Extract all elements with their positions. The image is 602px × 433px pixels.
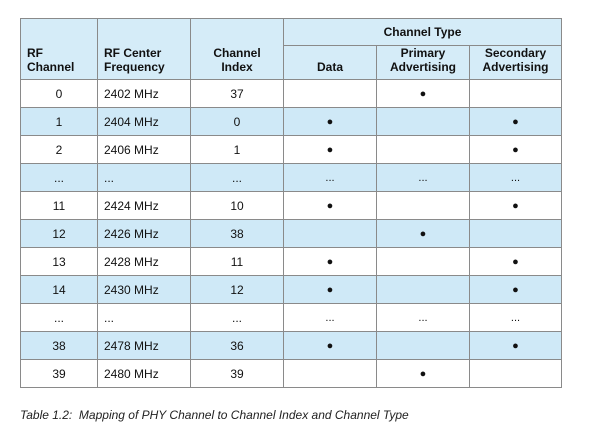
- table-cell: [376, 191, 470, 220]
- table-cell: 12: [190, 275, 284, 304]
- table-cell: 2478 MHz: [97, 331, 191, 360]
- table-cell: ...: [190, 303, 284, 332]
- table-cell: ●: [469, 247, 562, 276]
- table-cell: ...: [190, 163, 284, 192]
- table-row: 14 2430 MHz 12 ● ●: [20, 275, 562, 304]
- table-cell: 2404 MHz: [97, 107, 191, 136]
- table-wrap: RF Channel RF Center Frequency Channel Ind…: [20, 18, 562, 388]
- table-cell: 2426 MHz: [97, 219, 191, 248]
- table-cell: [283, 79, 377, 108]
- table-cell: ...: [376, 303, 470, 332]
- table-row: 2 2406 MHz 1 ● ●: [20, 135, 562, 164]
- table-cell: 39: [20, 359, 98, 388]
- table-row: 13 2428 MHz 11 ● ●: [20, 247, 562, 276]
- table-cell: 36: [190, 331, 284, 360]
- table-row: 39 2480 MHz 39 ●: [20, 359, 562, 388]
- caption: Table 1.2: Mapping of PHY Channel to Cha…: [20, 408, 409, 422]
- table-cell: [469, 359, 562, 388]
- column-header: Secondary Advertising: [469, 45, 562, 80]
- table-cell: 0: [20, 79, 98, 108]
- table-cell: 2406 MHz: [97, 135, 191, 164]
- table-cell: ●: [283, 331, 377, 360]
- table-cell: ...: [283, 163, 377, 192]
- table-cell: ...: [376, 163, 470, 192]
- table-cell: 2480 MHz: [97, 359, 191, 388]
- table-cell: 10: [190, 191, 284, 220]
- group-header: Channel Type: [283, 18, 562, 46]
- table-row: ..................: [20, 163, 562, 192]
- column-header: Channel Index: [190, 18, 284, 80]
- table-cell: ●: [469, 107, 562, 136]
- table-cell: ●: [283, 275, 377, 304]
- table-cell: ...: [469, 163, 562, 192]
- table-cell: [376, 247, 470, 276]
- table-cell: 11: [20, 191, 98, 220]
- table-cell: [469, 219, 562, 248]
- header-row: Data Primary Advertising Secondary Adverti…: [21, 45, 562, 80]
- table-cell: ...: [283, 303, 377, 332]
- column-header: RF Center Frequency: [97, 18, 191, 80]
- table-cell: 2428 MHz: [97, 247, 191, 276]
- table-cell: ●: [376, 219, 470, 248]
- table-cell: [283, 219, 377, 248]
- table-cell: ●: [469, 275, 562, 304]
- table-cell: ...: [20, 163, 98, 192]
- column-header: Data: [283, 45, 377, 80]
- table-cell: ●: [283, 191, 377, 220]
- table-cell: ●: [376, 359, 470, 388]
- table-cell: 2424 MHz: [97, 191, 191, 220]
- table-cell: 1: [190, 135, 284, 164]
- table-cell: 12: [20, 219, 98, 248]
- header-row: RF Channel RF Center Frequency Channel Ind…: [20, 18, 562, 80]
- table-cell: ●: [376, 79, 470, 108]
- table-cell: 38: [20, 331, 98, 360]
- table-row: 12 2426 MHz 38 ●: [20, 219, 562, 248]
- table-row: 1 2404 MHz 0 ● ●: [20, 107, 562, 136]
- column-header: Primary Advertising: [376, 45, 470, 80]
- table-cell: ●: [283, 107, 377, 136]
- channel-table: RF Channel RF Center Frequency Channel Ind…: [20, 18, 562, 388]
- table-cell: ...: [97, 303, 191, 332]
- table-cell: 38: [190, 219, 284, 248]
- table-cell: ●: [283, 135, 377, 164]
- table-cell: [376, 107, 470, 136]
- table-row: 0 2402 MHz 37 ●: [20, 79, 562, 108]
- table-head: RF Channel RF Center Frequency Channel Ind…: [20, 18, 562, 80]
- table-cell: 2430 MHz: [97, 275, 191, 304]
- table-row: 38 2478 MHz 36 ● ●: [20, 331, 562, 360]
- column-header: RF Channel: [20, 18, 98, 80]
- table-cell: [283, 359, 377, 388]
- table-cell: [469, 79, 562, 108]
- table-cell: 2: [20, 135, 98, 164]
- table-cell: 37: [190, 79, 284, 108]
- table-cell: ●: [469, 331, 562, 360]
- table-cell: 14: [20, 275, 98, 304]
- table-cell: 0: [190, 107, 284, 136]
- table-cell: ...: [20, 303, 98, 332]
- table-cell: ●: [469, 135, 562, 164]
- table-body: 0 2402 MHz 37 ● 1 2404 MHz 0 ● ● 2 2406 MHz 1 ● ●....…: [20, 79, 562, 388]
- table-cell: [376, 331, 470, 360]
- table-cell: 39: [190, 359, 284, 388]
- table-cell: 2402 MHz: [97, 79, 191, 108]
- table-cell: ...: [97, 163, 191, 192]
- table-row: ..................: [20, 303, 562, 332]
- table-cell: 11: [190, 247, 284, 276]
- table-cell: ...: [469, 303, 562, 332]
- table-cell: ●: [469, 191, 562, 220]
- table-cell: ●: [283, 247, 377, 276]
- table-row: 11 2424 MHz 10 ● ●: [20, 191, 562, 220]
- table-cell: [376, 135, 470, 164]
- table-cell: 13: [20, 247, 98, 276]
- table-cell: 1: [20, 107, 98, 136]
- table-cell: [376, 275, 470, 304]
